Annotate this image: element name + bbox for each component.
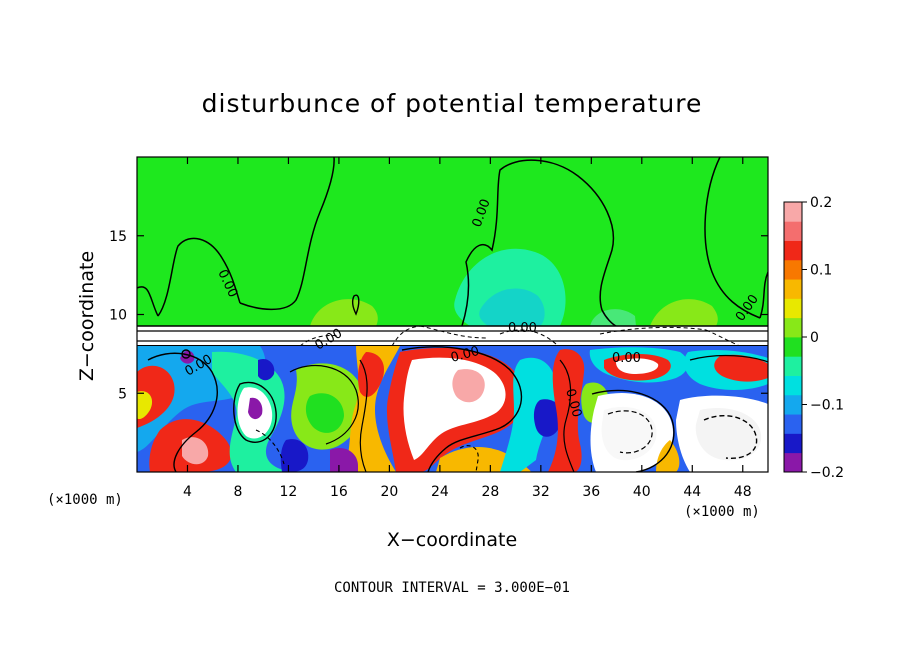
dashed-contour-line — [703, 415, 758, 459]
lower-contour-line — [689, 354, 768, 363]
contour-label: 0.00 — [612, 351, 641, 366]
warm-core — [452, 369, 485, 403]
y-tick-label: 10 — [109, 308, 127, 324]
upper-anomaly-5 — [590, 309, 636, 326]
dashed-contour-line — [299, 325, 741, 347]
x-tick-label: 28 — [481, 484, 499, 500]
cold-anomaly — [533, 399, 562, 437]
upper-contour-line — [461, 159, 617, 327]
colorbar-tick-label: −0.1 — [810, 398, 844, 414]
upper-contour-line — [759, 271, 768, 319]
upper-contour-line — [157, 237, 241, 317]
colorbar-swatch — [784, 375, 802, 396]
y-tick-label: 5 — [118, 386, 127, 402]
colorbar-tick-label: 0.1 — [810, 263, 832, 279]
warm-anomaly — [656, 440, 680, 472]
upper-contour-line — [137, 286, 159, 317]
lower-contour-line — [401, 346, 523, 472]
cold-anomaly — [258, 358, 275, 381]
x-tick-label: 36 — [582, 484, 600, 500]
lower-contour-line — [359, 359, 368, 472]
x-tick-label: 48 — [734, 484, 752, 500]
lower-contour-line — [559, 359, 575, 472]
colorbar-swatch — [784, 452, 802, 473]
x-tick-label: 24 — [431, 484, 449, 500]
warm-anomaly — [548, 349, 585, 472]
colorbar-tick-label: −0.2 — [810, 465, 844, 481]
x-tick-label: 40 — [633, 484, 651, 500]
contour-label: 0.00 — [562, 387, 584, 419]
lower-contour-line — [181, 349, 191, 359]
colorbar-swatch — [784, 221, 802, 241]
colorbar-swatch — [784, 394, 802, 415]
colorbar-swatch — [784, 337, 802, 357]
colorbar: 0.2 0.1 0 −0.1 −0.2 — [783, 195, 844, 481]
warm-core — [601, 406, 657, 461]
x-tick-label: 12 — [280, 484, 298, 500]
x-tick-label: 44 — [683, 484, 701, 500]
y-tick-label: 15 — [109, 229, 127, 245]
dashed-contour-line — [459, 445, 479, 472]
colorbar-swatch — [784, 317, 802, 338]
colorbar-tick-label: 0 — [810, 330, 819, 346]
upper-anomaly-4 — [650, 299, 718, 326]
lower-turbulent-layer — [137, 346, 768, 472]
warm-anomaly — [358, 352, 385, 397]
lower-contour-line — [591, 389, 675, 472]
warm-anomaly — [182, 437, 209, 465]
chart-title: disturbunce of potential temperature — [202, 89, 703, 118]
plot-area: 0.00 0.00 0.00 0.00 0.00 0.00 0.00 0.00 … — [137, 157, 768, 472]
warm-core — [616, 358, 659, 374]
upper-anomaly-3 — [310, 299, 378, 326]
colorbar-tick-label: 0.2 — [810, 195, 832, 211]
upper-contour-line — [351, 294, 360, 316]
colorbar-swatch — [784, 259, 802, 280]
x-tick-label: 4 — [183, 484, 192, 500]
cold-anomaly — [280, 439, 309, 472]
colorbar-swatch — [784, 433, 802, 454]
warm-anomaly — [137, 391, 153, 420]
dashed-contour-line — [607, 410, 653, 454]
lower-contour-line — [289, 365, 359, 445]
colorbar-swatch — [784, 356, 802, 376]
y-axis-label: Z−coordinate — [76, 251, 98, 381]
lower-contour-line — [233, 381, 277, 443]
cold-anomaly — [330, 447, 358, 472]
lower-anomaly — [500, 357, 556, 472]
lower-anomaly — [305, 393, 344, 433]
x-unit-left: (×1000 m) — [47, 492, 123, 508]
contour-label: 0.00 — [508, 321, 537, 336]
warm-anomaly — [714, 354, 768, 382]
inversion-band — [137, 326, 768, 346]
colorbar-swatch — [784, 202, 802, 222]
upper-contour-line — [239, 157, 335, 311]
x-unit-right: (×1000 m) — [684, 504, 760, 520]
x-tick-label: 20 — [380, 484, 398, 500]
dashed-contour-line — [255, 429, 285, 465]
colorbar-swatch — [784, 240, 802, 261]
upper-contour-line — [704, 157, 761, 319]
x-axis-label: X−coordinate — [387, 529, 517, 551]
x-tick-label: 8 — [233, 484, 242, 500]
cold-core — [248, 397, 263, 420]
x-tick-label: 32 — [532, 484, 550, 500]
y-axis: 5 10 15 — [109, 229, 768, 402]
contour-label: 0.00 — [449, 344, 481, 366]
x-tick-label: 16 — [330, 484, 348, 500]
upper-anomaly-2 — [479, 288, 545, 326]
x-axis: 4 8 12 16 20 24 28 32 36 40 44 48 — [183, 157, 752, 500]
warm-anomaly — [344, 346, 400, 472]
colorbar-swatch — [784, 279, 802, 299]
contour-interval-note: CONTOUR INTERVAL = 3.000E−01 — [334, 580, 570, 596]
colorbar-swatch — [784, 298, 802, 319]
colorbar-swatch — [784, 414, 802, 434]
